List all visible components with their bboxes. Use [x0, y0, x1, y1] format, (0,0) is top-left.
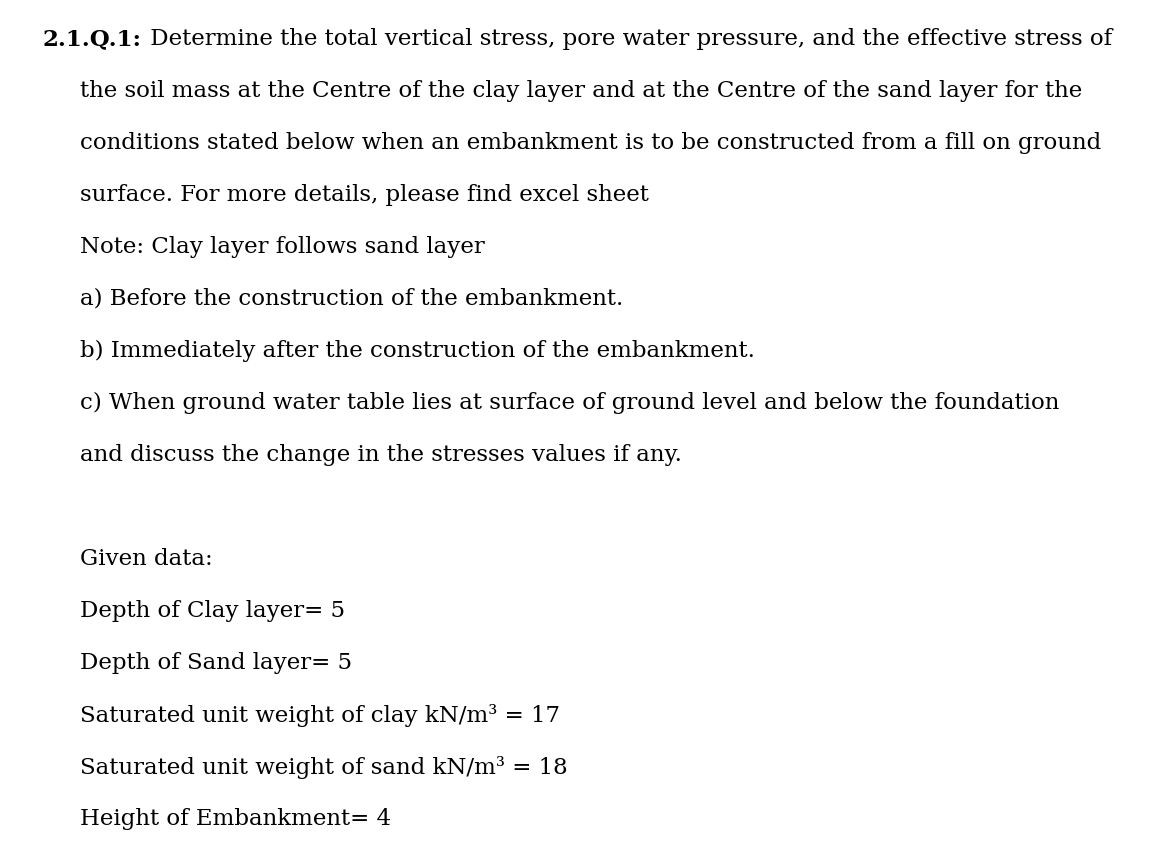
Text: Depth of Sand layer= 5: Depth of Sand layer= 5 — [80, 652, 353, 674]
Text: a) Before the construction of the embankment.: a) Before the construction of the embank… — [80, 288, 623, 310]
Text: the soil mass at the Centre of the clay layer and at the Centre of the sand laye: the soil mass at the Centre of the clay … — [80, 80, 1082, 102]
Text: surface. For more details, please find excel sheet: surface. For more details, please find e… — [80, 184, 649, 206]
Text: b) Immediately after the construction of the embankment.: b) Immediately after the construction of… — [80, 340, 755, 362]
Text: and discuss the change in the stresses values if any.: and discuss the change in the stresses v… — [80, 444, 682, 466]
Text: Saturated unit weight of clay kN/m³ = 17: Saturated unit weight of clay kN/m³ = 17 — [80, 704, 560, 727]
Text: conditions stated below when an embankment is to be constructed from a fill on g: conditions stated below when an embankme… — [80, 132, 1102, 154]
Text: Height of Embankment= 4: Height of Embankment= 4 — [80, 808, 391, 830]
Text: c) When ground water table lies at surface of ground level and below the foundat: c) When ground water table lies at surfa… — [80, 392, 1059, 414]
Text: Depth of Clay layer= 5: Depth of Clay layer= 5 — [80, 600, 346, 622]
Text: Determine the total vertical stress, pore water pressure, and the effective stre: Determine the total vertical stress, por… — [143, 28, 1112, 50]
Text: Note: Clay layer follows sand layer: Note: Clay layer follows sand layer — [80, 236, 484, 258]
Text: 2.1.Q.1:: 2.1.Q.1: — [42, 28, 141, 50]
Text: Saturated unit weight of sand kN/m³ = 18: Saturated unit weight of sand kN/m³ = 18 — [80, 756, 568, 779]
Text: Given data:: Given data: — [80, 548, 213, 570]
